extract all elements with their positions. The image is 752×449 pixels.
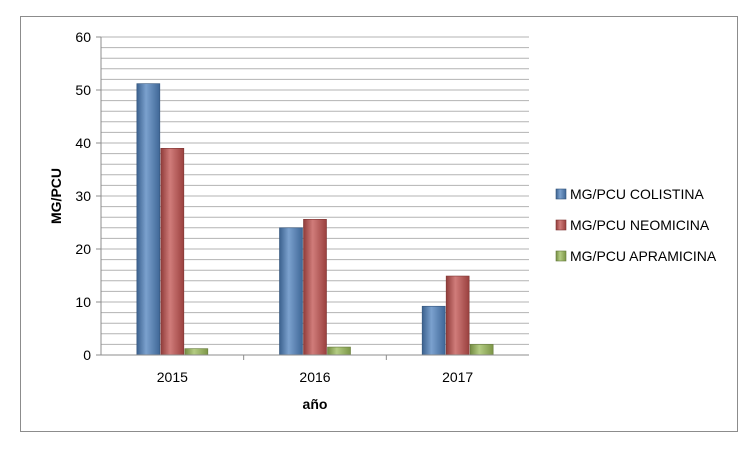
legend-swatch (555, 188, 567, 200)
bar (327, 346, 351, 356)
y-tick-label: 0 (83, 347, 91, 363)
axes (100, 37, 529, 356)
y-tick-label: 40 (75, 135, 91, 151)
y-tick-label: 50 (75, 82, 91, 98)
legend-swatch (555, 219, 567, 231)
x-tick-label: 2015 (157, 369, 188, 385)
legend: MG/PCU COLISTINA MG/PCU NEOMICINA MG/PCU A… (555, 186, 717, 264)
bar (184, 348, 209, 356)
y-tick-label: 10 (75, 294, 91, 310)
bar (136, 83, 161, 356)
legend-label: MG/PCU COLISTINA (570, 186, 704, 202)
bar (160, 148, 185, 356)
x-axis-label: año (303, 396, 328, 412)
bar (421, 305, 446, 356)
bar (303, 219, 327, 356)
x-tick-label: 2017 (442, 369, 473, 385)
legend-label: MG/PCU NEOMICINA (570, 217, 710, 233)
y-tick-label: 20 (75, 241, 91, 257)
bar (445, 275, 470, 356)
legend-label: MG/PCU APRAMICINA (570, 248, 717, 264)
bars (136, 83, 494, 356)
y-axis-ticks: 0 10 20 30 40 50 60 (75, 29, 101, 363)
x-tick-label: 2016 (299, 369, 330, 385)
y-tick-label: 30 (75, 188, 91, 204)
legend-swatch (555, 250, 567, 262)
y-axis-label: MG/PCU (48, 168, 64, 224)
bar (279, 227, 303, 356)
bar (469, 344, 494, 356)
x-axis-ticks: 2015 2016 2017 (157, 355, 473, 385)
y-tick-label: 60 (75, 29, 91, 45)
